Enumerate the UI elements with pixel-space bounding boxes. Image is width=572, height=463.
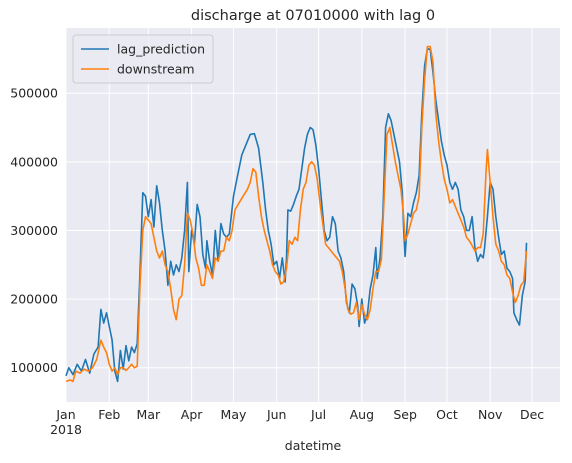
x-tick-label: Mar — [137, 407, 161, 422]
x-tick-label: Jul — [310, 407, 326, 422]
series-line-downstream — [65, 45, 528, 383]
x-tick-label: Feb — [98, 407, 120, 422]
x-tick-sublabel: 2018 — [50, 422, 82, 437]
legend-entry: downstream — [117, 62, 195, 77]
x-tick-label: Nov — [478, 407, 503, 422]
chart-title: discharge at 07010000 with lag 0 — [191, 8, 435, 24]
x-tick-label: Jun — [266, 407, 287, 422]
y-tick-label: 200000 — [10, 292, 58, 307]
x-tick-label: May — [221, 407, 247, 422]
y-tick-label: 300000 — [10, 223, 58, 238]
x-tick-label: Aug — [350, 407, 374, 422]
x-tick-label: Sep — [393, 407, 417, 422]
plot-background — [66, 28, 560, 402]
series-line-lag_prediction — [65, 47, 528, 383]
legend-entry: lag_prediction — [117, 42, 205, 57]
legend-box — [72, 34, 214, 84]
x-tick-label: Oct — [436, 407, 458, 422]
y-tick-label: 500000 — [10, 86, 58, 101]
x-tick-label: Apr — [181, 407, 203, 422]
series-layer — [65, 45, 528, 383]
y-tick-label: 100000 — [10, 360, 58, 375]
grid — [65, 28, 560, 402]
y-tick-label: 400000 — [10, 154, 58, 169]
x-tick-label: Jan — [55, 407, 75, 422]
x-tick-label: Dec — [520, 407, 544, 422]
legend: lag_prediction downstream — [72, 34, 214, 84]
x-axis-label: datetime — [285, 438, 342, 453]
